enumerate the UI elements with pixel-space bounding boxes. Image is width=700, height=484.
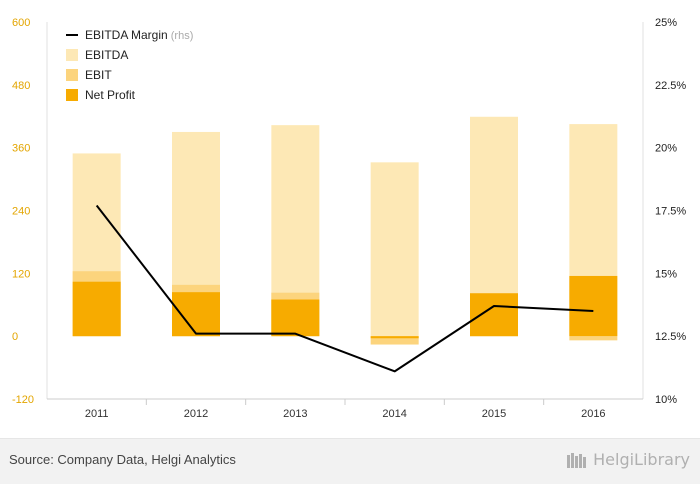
right-axis-tick-12.5%: 12.5%	[655, 331, 686, 343]
legend-label-net-profit: Net Profit	[85, 88, 136, 102]
bar-ebitda-2014	[370, 162, 419, 337]
legend-swatch-ebitda	[66, 49, 78, 61]
left-axis-tick-480: 480	[12, 80, 30, 92]
footer: Source: Company Data, Helgi Analytics He…	[0, 438, 700, 484]
right-axis-tick-20%: 20%	[655, 143, 677, 155]
legend-swatch-ebit	[66, 69, 78, 81]
bar-ebit-2016	[569, 336, 618, 341]
legend-label-ebitda: EBITDA	[85, 48, 128, 62]
x-axis-tick-2012: 2012	[184, 408, 208, 420]
x-axis-tick-2014: 2014	[382, 408, 406, 420]
right-axis-tick-22.5%: 22.5%	[655, 80, 686, 92]
legend: EBITDA Margin (rhs) EBITDA EBIT Net Profit	[66, 28, 193, 102]
x-axis-tick-2013: 2013	[283, 408, 307, 420]
bar-ebit-2014	[370, 336, 419, 345]
brand-logo[interactable]: HelgiLibrary	[566, 450, 690, 469]
x-axis-tick-2011: 2011	[85, 408, 109, 420]
line-ebitda-margin	[95, 204, 594, 373]
bar-net-profit-2016	[569, 275, 618, 337]
line-layer	[95, 204, 594, 373]
x-axis-tick-2015: 2015	[482, 408, 506, 420]
source-note: Source: Company Data, Helgi Analytics	[9, 452, 236, 467]
brand-name: HelgiLibrary	[593, 450, 690, 469]
right-axis-tick-10%: 10%	[655, 394, 677, 406]
left-axis-tick-240: 240	[12, 206, 30, 218]
legend-label-suffix: (rhs)	[168, 30, 194, 42]
axes-layer: -120 0 120 240 360 480 600 10% 12.5% 15% 17.5% 20% 2…	[12, 17, 686, 420]
left-axis-tick-0: 0	[12, 331, 18, 343]
library-books-icon	[567, 452, 587, 468]
x-axis-tick-2016: 2016	[581, 408, 605, 420]
legend-label-ebit: EBIT	[85, 68, 112, 82]
right-axis-tick-25%: 25%	[655, 17, 677, 29]
bar-net-profit-2015	[470, 293, 518, 337]
bar-net-profit-2013	[271, 299, 320, 337]
bar-net-profit-2011	[72, 281, 121, 337]
chart: -120 0 120 240 360 480 600 10% 12.5% 15% 17.5% 20% 2…	[12, 17, 686, 420]
right-axis-tick-17.5%: 17.5%	[655, 206, 686, 218]
left-axis-tick-600: 600	[12, 17, 30, 29]
bars-layer	[72, 116, 618, 345]
bar-net-profit-2012	[172, 292, 220, 337]
left-axis-tick-360: 360	[12, 143, 30, 155]
left-axis-tick--120: -120	[12, 394, 34, 406]
legend-label-ebitda-margin: EBITDA Margin (rhs)	[85, 28, 193, 42]
bar-net-profit-2014	[370, 336, 419, 339]
left-axis-tick-120: 120	[12, 268, 30, 280]
right-axis-tick-15%: 15%	[655, 268, 677, 280]
legend-swatch-net-profit	[66, 89, 78, 101]
